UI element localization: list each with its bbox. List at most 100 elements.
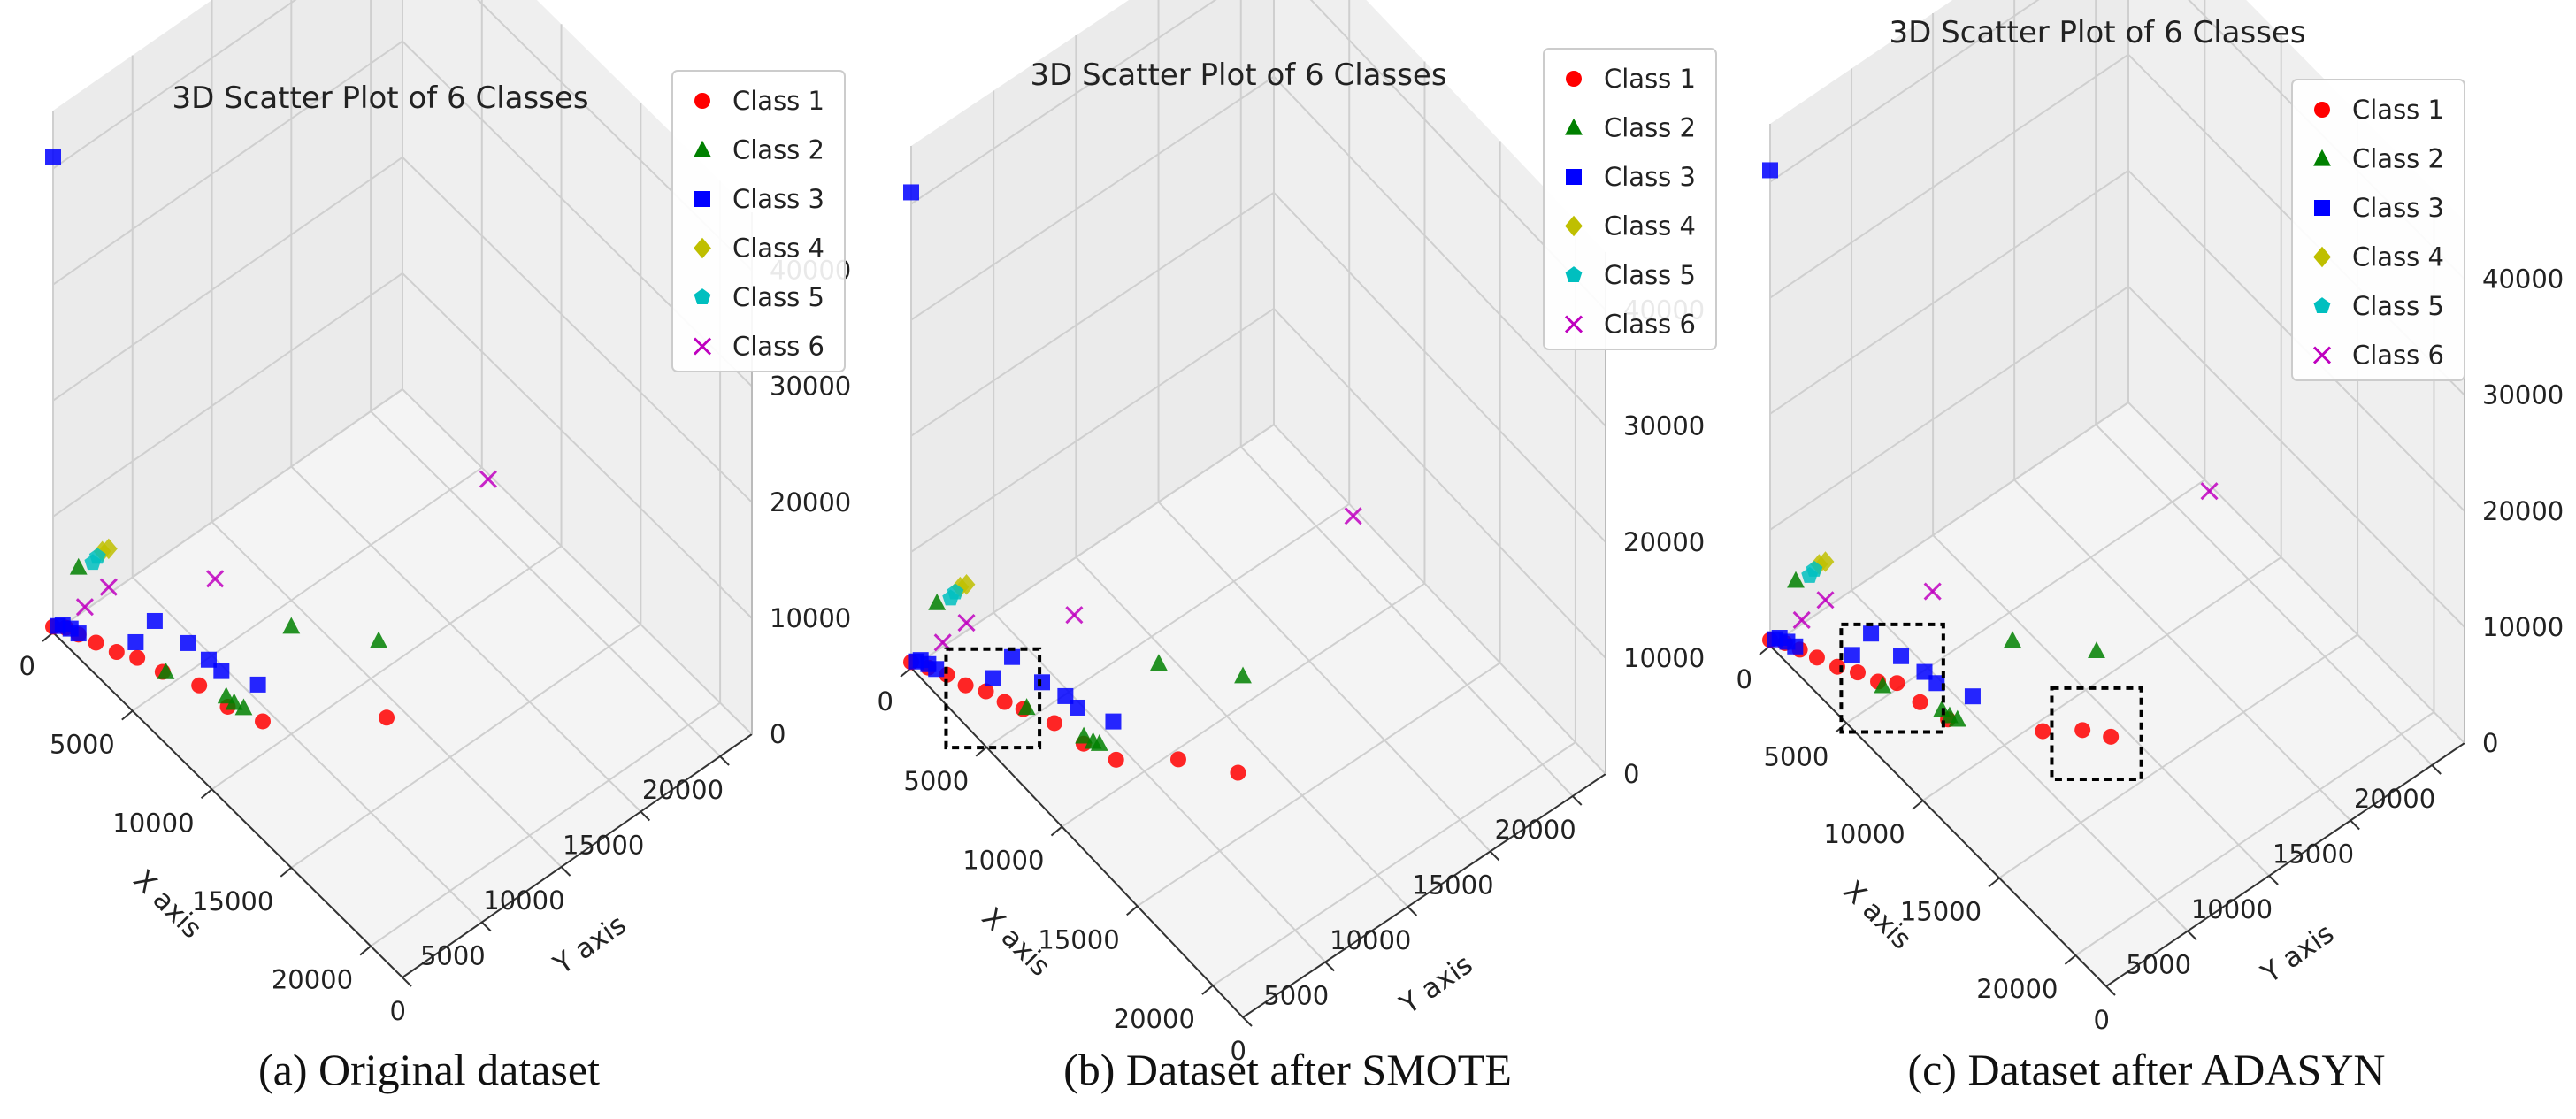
tick-labels: 0500010000150002000005000100001500020000… <box>878 295 1706 1066</box>
legend-box <box>1543 48 1717 350</box>
y-tick-mark <box>1324 961 1335 972</box>
data-point <box>996 694 1013 710</box>
legend-label: Class 1 <box>1604 64 1696 94</box>
y-tick-mark <box>640 810 651 822</box>
x-tick-mark <box>200 788 213 800</box>
y-tick-mark <box>560 866 571 877</box>
y-tick-mark <box>2105 985 2116 996</box>
gridline-z <box>1769 401 2465 744</box>
data-points <box>45 149 498 730</box>
data-point <box>2004 631 2021 648</box>
series-class-6 <box>1792 482 2219 629</box>
data-point <box>1090 734 1108 751</box>
data-point <box>88 634 104 651</box>
x-tick-mark <box>359 945 372 956</box>
x-tick-label: 20000 <box>272 965 353 995</box>
x-tick-label: 15000 <box>1038 924 1119 954</box>
legend-marker <box>694 288 711 305</box>
caption-adasyn: (c) Dataset after ADASYN <box>1907 1045 2386 1094</box>
legend-label: Class 1 <box>2352 95 2444 125</box>
data-point <box>1108 751 1124 768</box>
legend-marker <box>2314 102 2330 118</box>
legend-label: Class 3 <box>1604 162 1696 192</box>
gridline-z <box>1769 285 2465 628</box>
data-point <box>225 693 243 710</box>
y-tick-label: 10000 <box>2191 894 2273 924</box>
x-tick-label: 10000 <box>112 808 194 838</box>
x-tick-label: 5000 <box>50 730 115 760</box>
x-axis-line <box>910 667 1244 1018</box>
data-point <box>957 574 976 595</box>
legend-label: Class 3 <box>2352 193 2444 223</box>
legend-label: Class 6 <box>2352 341 2444 371</box>
legend-marker <box>2314 200 2330 216</box>
data-point <box>45 149 61 165</box>
data-point <box>1169 751 1186 768</box>
z-tick-label: 30000 <box>2482 380 2564 410</box>
series-class-2 <box>928 593 1252 751</box>
y-tick-mark <box>2431 764 2442 775</box>
y-tick-mark <box>1572 795 1583 806</box>
x-tick-mark <box>1912 800 1924 810</box>
data-point <box>1874 676 1892 694</box>
data-point <box>1863 625 1880 642</box>
data-point <box>70 625 87 642</box>
gridline-z <box>910 307 1606 659</box>
y-axis-line <box>2105 742 2465 987</box>
x-tick-mark <box>1201 985 1214 995</box>
gridline-z <box>1769 169 2465 512</box>
data-point <box>217 686 235 704</box>
data-point <box>1150 654 1168 671</box>
x-tick-label: 15000 <box>1900 897 1982 927</box>
data-point <box>379 709 395 726</box>
legend-marker <box>1566 71 1582 87</box>
caption-smote: (b) Dataset after SMOTE <box>1063 1045 1512 1094</box>
data-point <box>2200 482 2219 501</box>
highlight-box <box>1839 622 1945 734</box>
data-point <box>947 583 964 600</box>
x-tick-label: 10000 <box>962 846 1044 876</box>
data-point <box>213 663 230 679</box>
data-point <box>99 578 118 596</box>
legend-box <box>671 70 846 372</box>
data-point <box>108 644 125 661</box>
gridline-z <box>52 272 753 619</box>
panel-adasyn: 0 5000 10000 15000 20000 0 5000 10000 15000 20000… <box>1717 0 2576 1119</box>
data-point <box>1065 606 1084 625</box>
data-point <box>1787 571 1805 588</box>
data-point <box>1004 648 1021 665</box>
plot-title: 3D Scatter Plot of 6 Classes <box>172 80 588 116</box>
legend-marker <box>2313 246 2331 268</box>
z-tick-label: 30000 <box>1623 411 1705 441</box>
x-tick-mark <box>1126 905 1138 916</box>
legend-marker <box>1565 215 1583 237</box>
data-point <box>1046 715 1062 732</box>
y-tick-label: 20000 <box>642 775 724 805</box>
legend-label: Class 1 <box>732 86 824 116</box>
tick-labels: 0500010000150002000005000100001500020000… <box>1736 264 2564 1035</box>
y-tick-mark <box>719 755 730 766</box>
data-point <box>129 649 146 666</box>
series-class-5 <box>942 583 964 606</box>
data-point <box>1808 649 1825 666</box>
highlight-box <box>944 647 1042 750</box>
data-points <box>1762 162 2219 745</box>
y-tick-label: 0 <box>2094 1005 2110 1035</box>
y-tick-mark <box>481 921 492 932</box>
x-tick-mark <box>1988 877 2000 888</box>
data-point <box>99 538 118 560</box>
data-point <box>957 613 976 632</box>
x-axis-line <box>52 632 403 978</box>
data-point <box>1850 664 1866 681</box>
y-tick-mark <box>1407 906 1418 916</box>
data-point <box>1017 698 1036 716</box>
legend-marker <box>1565 118 1583 135</box>
data-point <box>1070 699 1085 716</box>
y-tick-label: 0 <box>1230 1036 1246 1066</box>
legend-marker <box>1566 169 1582 185</box>
series-class-5 <box>1801 561 1823 583</box>
y-tick-label: 15000 <box>1412 870 1493 901</box>
gridline-z <box>52 156 753 503</box>
legend: Class 1 Class 2 Class 3 Class 4 Class 5 Class… <box>2291 79 2465 381</box>
data-point <box>1762 162 1778 179</box>
